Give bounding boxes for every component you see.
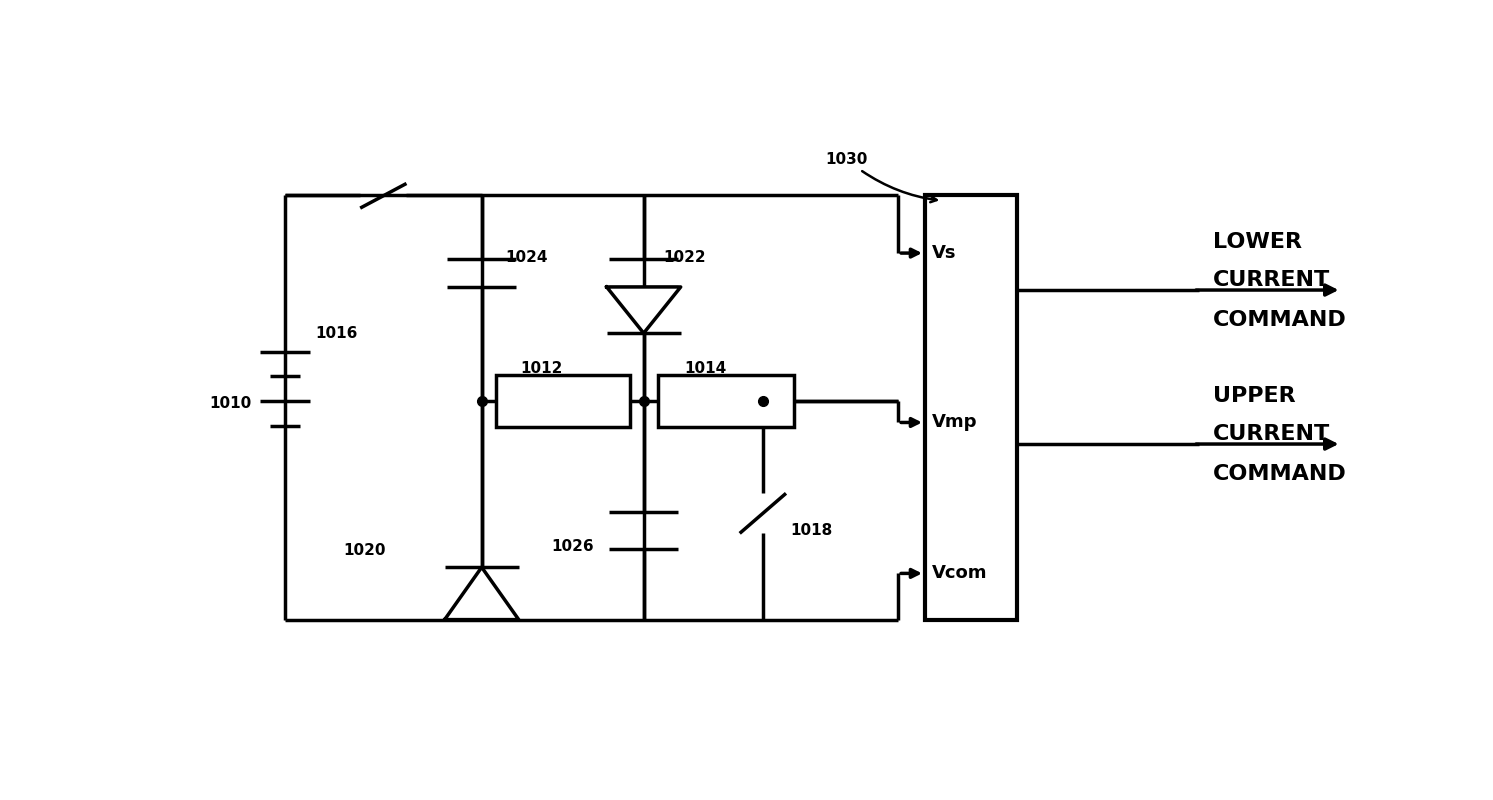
Text: CURRENT: CURRENT — [1212, 424, 1330, 444]
Bar — [496, 375, 630, 426]
Text: 1020: 1020 — [343, 543, 385, 558]
Text: 1024: 1024 — [505, 250, 548, 265]
Text: UPPER: UPPER — [1212, 386, 1296, 406]
Text: 1022: 1022 — [663, 250, 706, 265]
Text: 1018: 1018 — [791, 522, 833, 538]
Polygon shape — [606, 287, 681, 333]
Text: Vcom: Vcom — [932, 565, 987, 582]
Text: COMMAND: COMMAND — [1212, 464, 1347, 484]
Text: CURRENT: CURRENT — [1212, 270, 1330, 290]
Text: COMMAND: COMMAND — [1212, 310, 1347, 330]
Text: 1012: 1012 — [521, 361, 563, 376]
Text: 1026: 1026 — [551, 539, 594, 554]
Text: Vmp: Vmp — [932, 414, 978, 431]
Text: 1030: 1030 — [826, 152, 936, 202]
Text: LOWER: LOWER — [1212, 232, 1302, 252]
Text: Vs: Vs — [932, 244, 957, 262]
Bar — [657, 375, 794, 426]
Text: 1016: 1016 — [315, 326, 358, 341]
Text: 1014: 1014 — [684, 361, 726, 376]
Bar — [924, 194, 1017, 619]
Polygon shape — [445, 567, 518, 619]
Text: 1010: 1010 — [209, 397, 252, 411]
